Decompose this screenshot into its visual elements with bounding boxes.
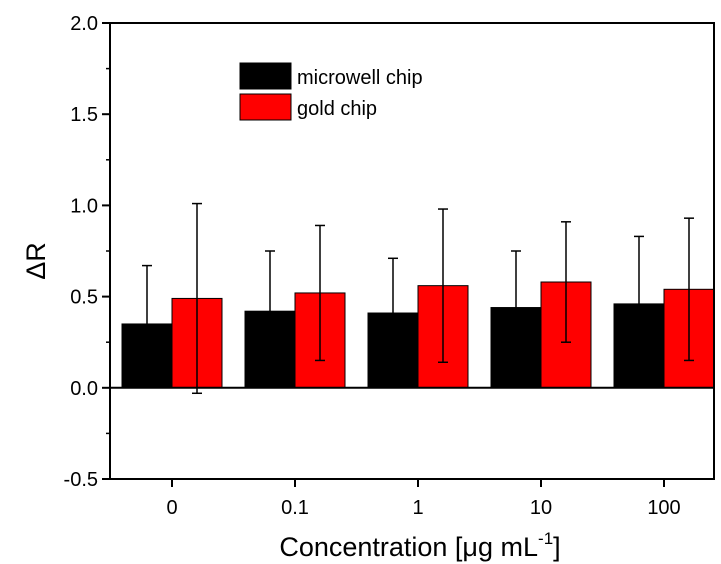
error-bar-microwell-chip-100 <box>634 235 644 373</box>
y-tick-label: 1.5 <box>70 104 98 126</box>
error-bar-microwell-chip-10 <box>511 250 521 365</box>
error-bar-gold-chip-0 <box>192 202 202 395</box>
error-bar-microwell-chip-0.1 <box>265 250 275 373</box>
x-axis-title-close: ] <box>553 532 561 562</box>
legend-label-microwell-chip: microwell chip <box>297 67 423 89</box>
error-bar-gold-chip-100 <box>684 217 694 362</box>
x-tick-label: 0.1 <box>281 497 309 519</box>
plot-frame <box>109 22 715 480</box>
error-bar-gold-chip-1 <box>438 208 448 364</box>
y-tick-label: 0.0 <box>70 378 98 400</box>
y-tick-label: -0.5 <box>64 469 98 491</box>
x-axis-title-main: Concentration [μg mL <box>279 532 538 562</box>
legend-label-gold-chip: gold chip <box>297 98 377 120</box>
x-tick-label: 10 <box>530 497 552 519</box>
error-bar-microwell-chip-1 <box>388 257 398 369</box>
x-tick-label: 100 <box>647 497 680 519</box>
y-axis-title: ΔR <box>21 242 51 280</box>
error-bar-gold-chip-10 <box>561 221 571 343</box>
y-axis: 2.0 1.5 1.0 0.5 0.0 -0.5 <box>64 13 110 491</box>
y-tick-label: 1.0 <box>70 195 98 217</box>
y-tick-label: 0.5 <box>70 287 98 309</box>
x-tick-label: 1 <box>412 497 423 519</box>
x-tick-label: 0 <box>166 497 177 519</box>
error-bar-microwell-chip-0 <box>142 264 152 384</box>
x-axis-title: Concentration [μg mL-1] <box>279 529 560 562</box>
error-bar-gold-chip-0.1 <box>315 224 325 362</box>
legend: microwell chip gold chip <box>239 62 423 121</box>
bars-layer <box>121 281 715 389</box>
x-axis-title-sup: -1 <box>538 529 553 548</box>
x-axis: 0 0.1 1 10 100 <box>166 479 681 519</box>
errorbars-layer <box>142 202 694 395</box>
legend-swatch-microwell-chip <box>239 62 292 90</box>
y-tick-label: 2.0 <box>70 13 98 35</box>
legend-swatch-gold-chip <box>239 93 292 121</box>
